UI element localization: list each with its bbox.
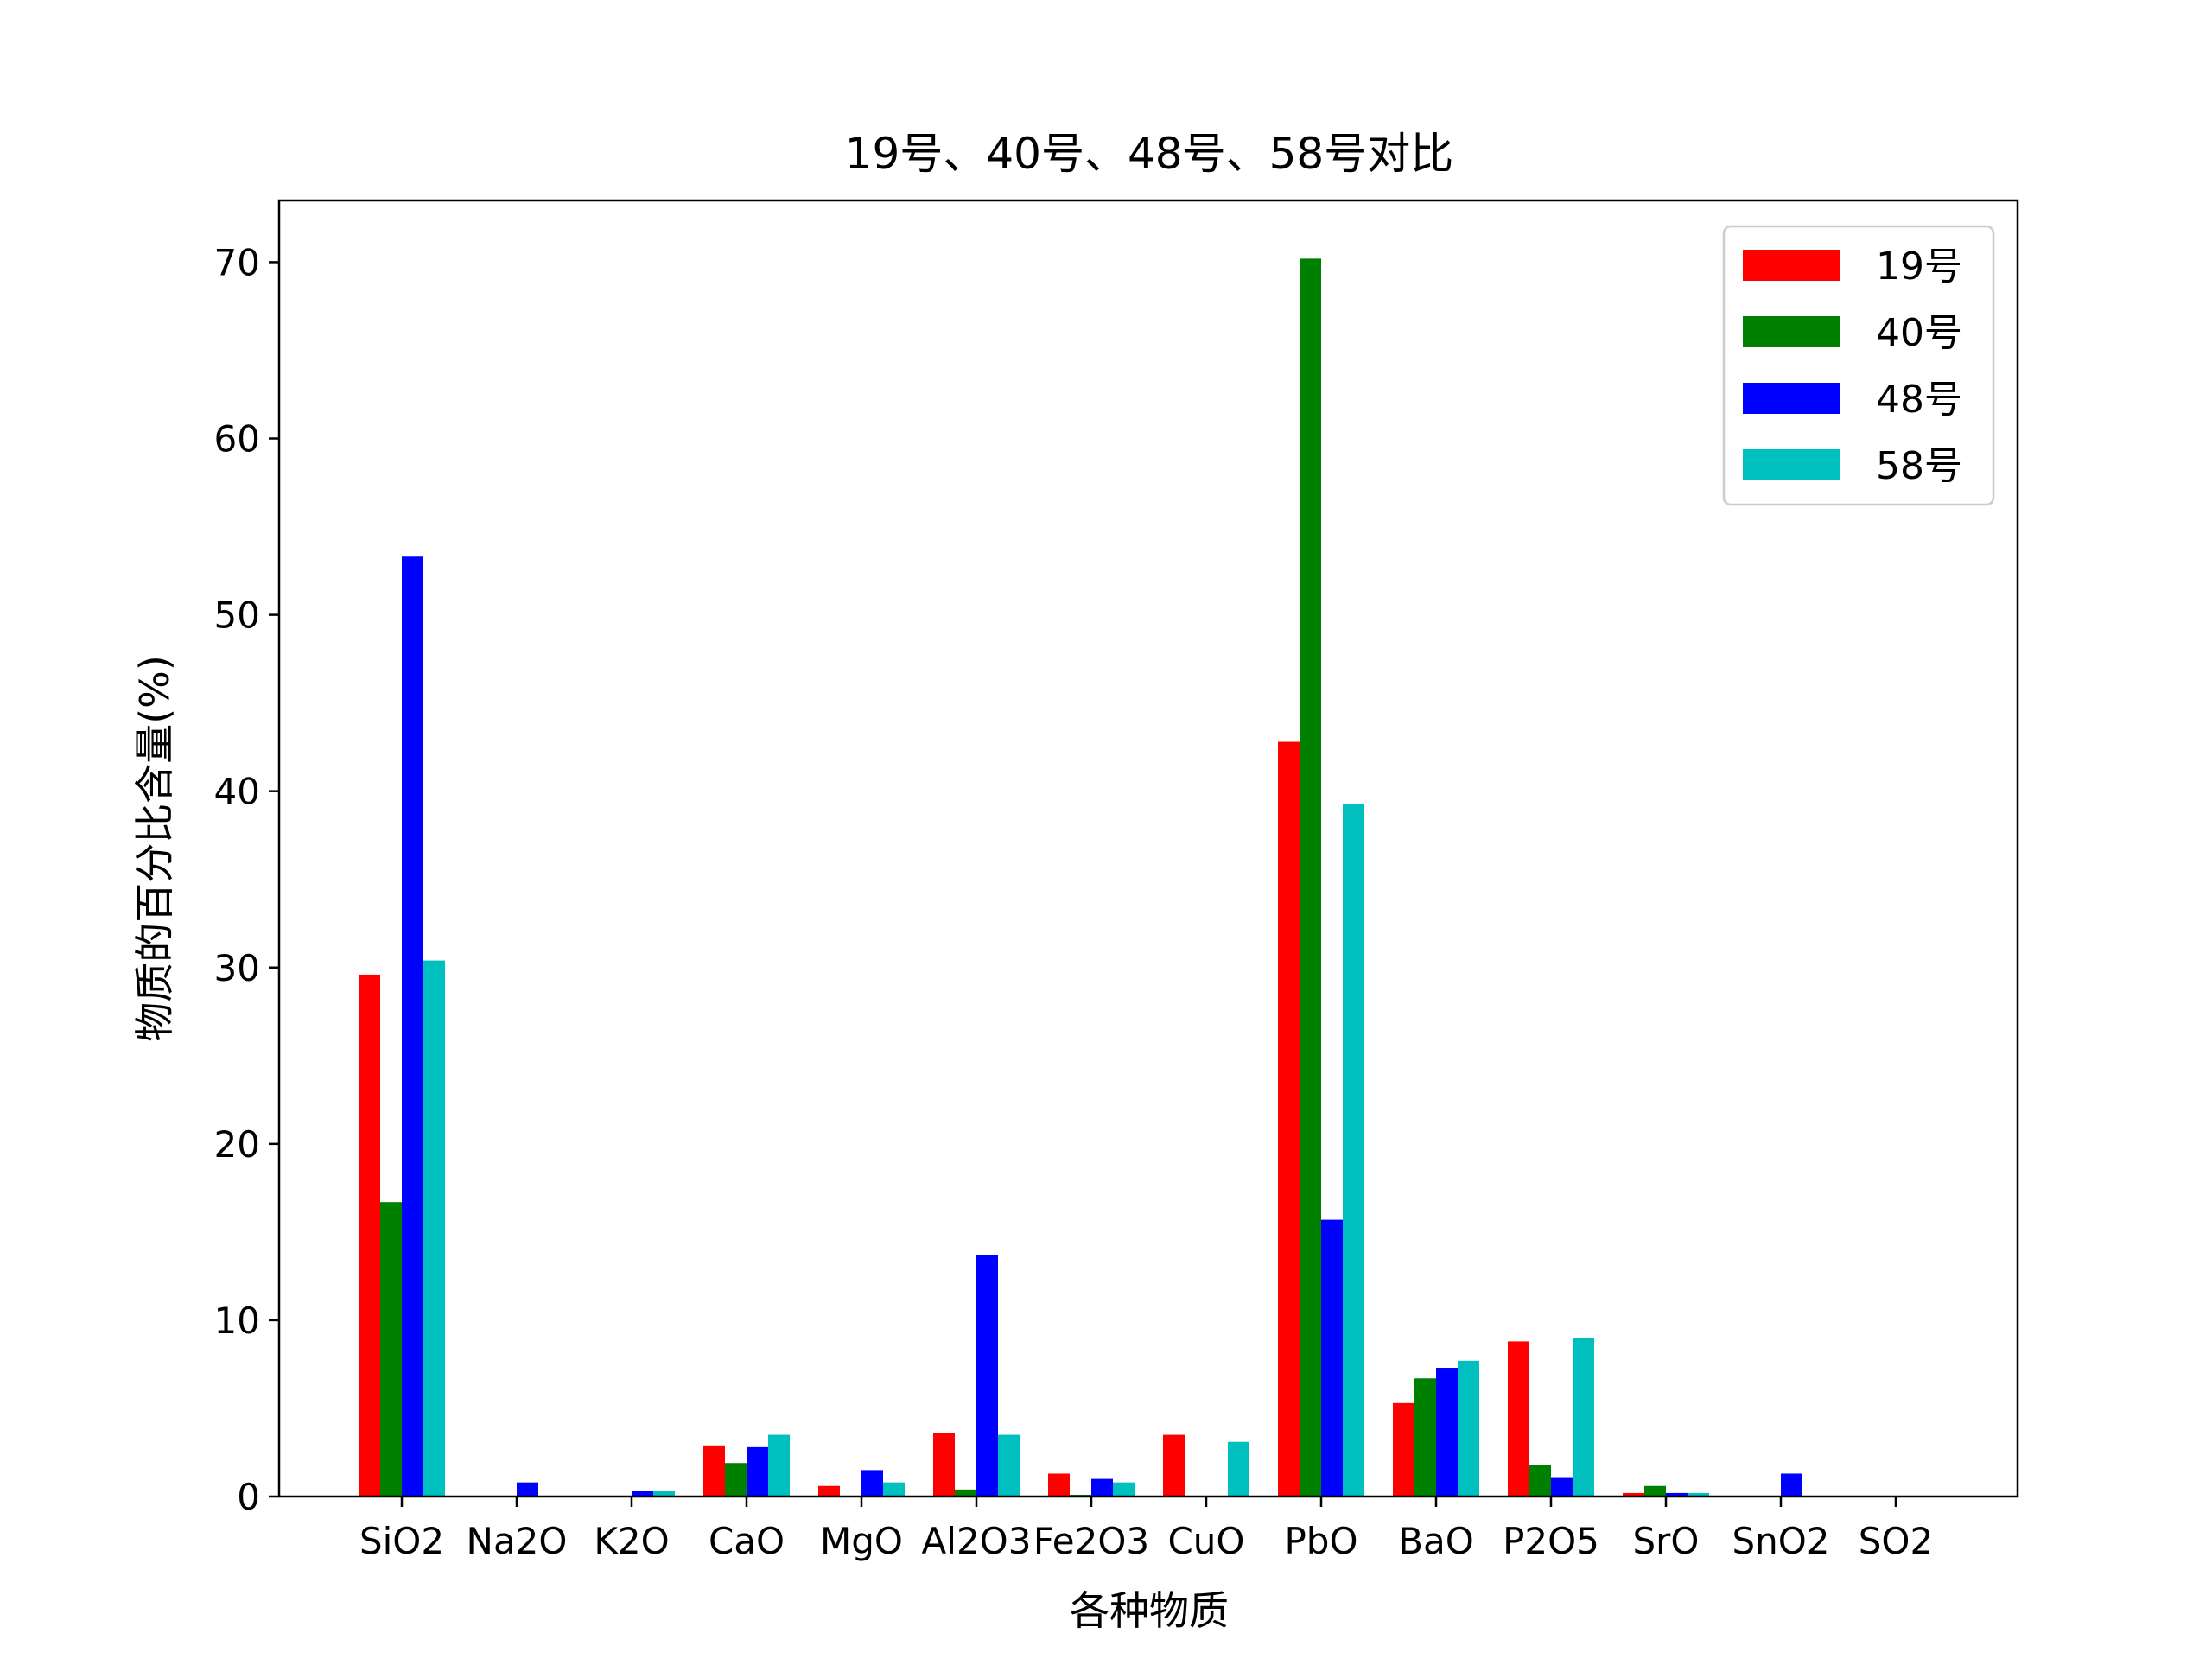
- y-axis: 0 10 20 30 40 50 60 70: [214, 241, 279, 1518]
- bar-al2o3-series-3: [976, 1255, 998, 1497]
- x-tick-label-na2o: Na2O: [467, 1520, 568, 1562]
- bar-bao-series-2: [1414, 1378, 1436, 1497]
- bar-k2o-series-4: [653, 1491, 675, 1497]
- bar-bao-series-1: [1393, 1402, 1414, 1497]
- legend-label-series-1: 19号: [1876, 245, 1962, 289]
- y-tick-label-50: 50: [214, 594, 260, 637]
- bar-bao-series-3: [1436, 1368, 1458, 1497]
- y-tick-label-40: 40: [214, 771, 260, 813]
- bar-cao-series-3: [747, 1446, 768, 1497]
- bar-sio2-series-2: [380, 1202, 402, 1497]
- plot-frame: [277, 199, 2019, 1498]
- legend-swatch-series-2: [1743, 316, 1840, 347]
- x-axis-label: 各种物质: [1070, 1587, 1229, 1634]
- bar-fe2o3-series-3: [1091, 1478, 1113, 1497]
- y-tick-label-0: 0: [237, 1476, 260, 1518]
- bar-cao-series-2: [725, 1463, 747, 1497]
- bar-mgo-series-4: [883, 1482, 905, 1497]
- bar-fe2o3-series-4: [1113, 1482, 1135, 1497]
- bar-p2o5-series-4: [1573, 1338, 1594, 1497]
- bar-sro-series-3: [1666, 1492, 1688, 1497]
- legend-frame: [1722, 225, 1995, 506]
- bar-pbo-series-3: [1321, 1219, 1343, 1497]
- bar-sio2-series-3: [402, 556, 423, 1497]
- x-tick-label-al2o3: Al2O3: [922, 1520, 1032, 1562]
- y-axis-label: 物质的百分比含量(%): [131, 655, 178, 1042]
- bars-group: [359, 258, 1802, 1497]
- bar-fe2o3-series-1: [1048, 1473, 1070, 1497]
- bar-p2o5-series-2: [1529, 1465, 1551, 1497]
- x-tick-label-k2o: K2O: [594, 1520, 669, 1562]
- legend-label-series-4: 58号: [1876, 444, 1962, 488]
- x-tick-label-mgo: MgO: [820, 1520, 903, 1562]
- bar-pbo-series-1: [1278, 741, 1300, 1497]
- bar-pbo-series-4: [1343, 803, 1364, 1497]
- x-tick-label-cuo: CuO: [1167, 1520, 1244, 1562]
- bar-sro-series-2: [1644, 1485, 1666, 1497]
- bar-p2o5-series-1: [1508, 1341, 1529, 1497]
- y-tick-label-20: 20: [214, 1123, 260, 1166]
- legend: 19号 40号 48号 58号: [1722, 225, 1995, 506]
- x-tick-label-sio2: SiO2: [359, 1520, 444, 1562]
- bar-k2o-series-3: [632, 1491, 653, 1497]
- x-tick-label-p2o5: P2O5: [1503, 1520, 1599, 1562]
- x-tick-label-fe2o3: Fe2O3: [1033, 1520, 1149, 1562]
- bar-mgo-series-3: [861, 1470, 883, 1497]
- bar-al2o3-series-1: [933, 1433, 955, 1497]
- bar-al2o3-series-4: [998, 1434, 1020, 1497]
- x-tick-label-cao: CaO: [709, 1520, 785, 1562]
- y-tick-label-70: 70: [214, 241, 260, 283]
- legend-label-series-2: 40号: [1876, 311, 1962, 355]
- x-axis: SiO2 Na2O K2O CaO MgO Al2O3 Fe2O3 CuO PbO BaO P2O5…: [359, 1497, 1933, 1562]
- bar-sro-series-1: [1623, 1492, 1644, 1497]
- legend-label-series-3: 48号: [1876, 378, 1962, 422]
- bar-mgo-series-1: [818, 1485, 840, 1497]
- bar-sno2-series-3: [1781, 1473, 1802, 1497]
- legend-swatch-series-4: [1743, 449, 1840, 480]
- x-tick-label-so2: SO2: [1859, 1520, 1933, 1562]
- bar-sio2-series-4: [423, 960, 445, 1497]
- bar-pbo-series-2: [1300, 258, 1321, 1497]
- y-tick-label-10: 10: [214, 1300, 260, 1342]
- bar-bao-series-4: [1458, 1360, 1479, 1497]
- x-tick-label-sro: SrO: [1633, 1520, 1700, 1562]
- legend-swatch-series-1: [1743, 250, 1840, 281]
- x-tick-label-bao: BaO: [1398, 1520, 1474, 1562]
- bar-cao-series-1: [703, 1445, 725, 1497]
- y-tick-label-30: 30: [214, 947, 260, 989]
- y-tick-label-60: 60: [214, 418, 260, 461]
- legend-swatch-series-3: [1743, 383, 1840, 414]
- bar-cuo-series-1: [1163, 1434, 1185, 1497]
- bar-sro-series-4: [1688, 1492, 1709, 1497]
- bar-cuo-series-4: [1228, 1441, 1249, 1497]
- x-tick-label-sno2: SnO2: [1732, 1520, 1829, 1562]
- bar-p2o5-series-3: [1551, 1477, 1573, 1497]
- chart-title: 19号、40号、48号、58号对比: [845, 129, 1454, 179]
- bar-na2o-series-3: [517, 1482, 538, 1497]
- bar-cao-series-4: [768, 1434, 790, 1497]
- x-tick-label-pbo: PbO: [1284, 1520, 1357, 1562]
- bar-al2o3-series-2: [955, 1489, 976, 1497]
- bar-sio2-series-1: [359, 974, 380, 1497]
